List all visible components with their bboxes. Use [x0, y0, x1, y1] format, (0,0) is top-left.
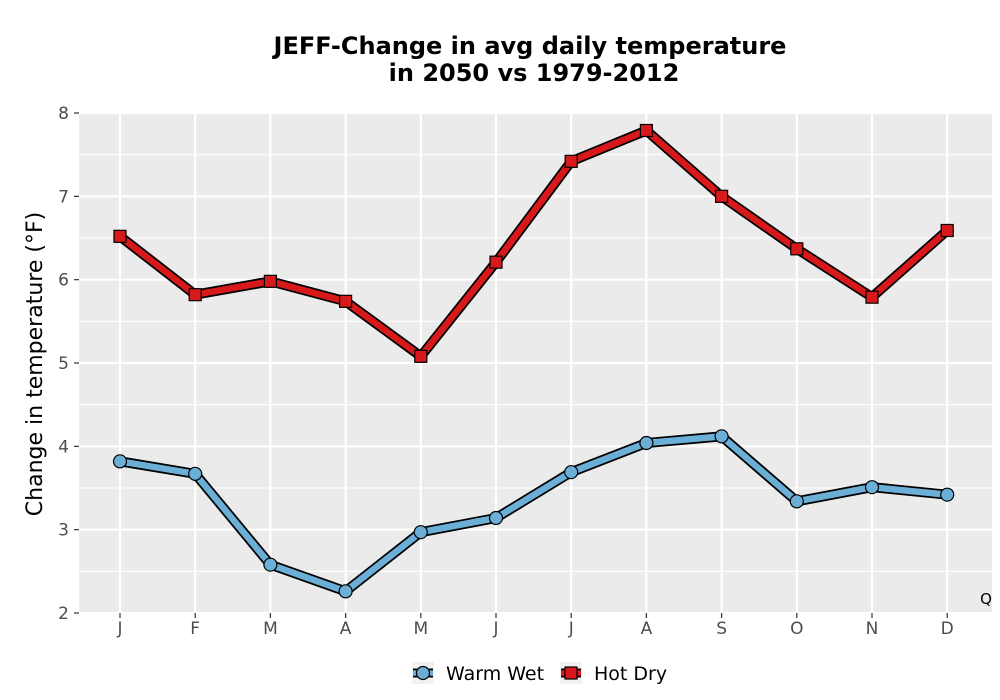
corner-note: Q — [980, 590, 992, 608]
data-point-hot-dry — [263, 274, 277, 288]
legend: Warm Wet Hot Dry — [412, 662, 667, 685]
data-point-warm-wet — [864, 480, 880, 495]
x-tick-label: D — [941, 619, 954, 639]
data-point-hot-dry — [113, 229, 127, 243]
chart-title-line1: JEFF-Change in avg daily temperature — [272, 32, 787, 60]
data-point-hot-dry — [564, 154, 578, 168]
y-tick-label: 3 — [58, 521, 69, 541]
legend-label: Warm Wet — [446, 663, 544, 685]
x-tick-label: M — [413, 619, 428, 639]
data-point-hot-dry — [339, 294, 353, 308]
y-tick-label: 2 — [58, 604, 69, 624]
y-tick-label: 7 — [58, 187, 69, 207]
data-point-hot-dry — [714, 189, 729, 203]
x-tick-label: A — [641, 619, 653, 639]
data-point-warm-wet — [263, 557, 278, 572]
x-tick-label: M — [263, 619, 278, 639]
data-point-warm-wet — [413, 525, 428, 540]
x-tick-label: J — [568, 619, 574, 639]
y-tick-label: 4 — [58, 437, 69, 457]
data-point-warm-wet — [338, 584, 353, 599]
y-tick-label: 8 — [58, 104, 69, 124]
y-tick-label: 6 — [58, 271, 69, 291]
legend-item-warm-wet: Warm Wet — [412, 662, 544, 685]
legend-marker-circle — [415, 665, 431, 681]
data-point-hot-dry — [790, 242, 804, 256]
data-point-hot-dry — [414, 349, 428, 363]
y-axis-title: Change in temperature (°F) — [23, 212, 48, 516]
x-tick-label: A — [340, 619, 352, 639]
chart-title-line2: in 2050 vs 1979-2012 — [389, 59, 680, 87]
data-point-warm-wet — [488, 510, 504, 526]
axis-layer: 2 3 4 5 6 7 8 J F M A M J J A S O N D — [58, 104, 954, 639]
series-warm-wet — [112, 429, 955, 599]
x-tick-label: J — [492, 619, 498, 639]
x-tick-label: N — [866, 619, 879, 639]
data-point-warm-wet — [789, 494, 804, 509]
series-hot-dry — [112, 123, 955, 364]
x-tick-label: O — [790, 619, 803, 639]
data-point-hot-dry — [865, 290, 879, 304]
x-tick-label: F — [190, 619, 200, 639]
series-line-hot-dry — [115, 126, 952, 361]
x-tick-label: J — [116, 619, 122, 639]
legend-label: Hot Dry — [594, 663, 667, 685]
data-point-warm-wet — [188, 466, 203, 481]
data-point-warm-wet — [112, 454, 128, 469]
legend-item-hot-dry: Hot Dry — [560, 662, 667, 685]
y-tick-label: 5 — [58, 354, 69, 374]
legend-marker-square — [564, 666, 578, 680]
data-point-warm-wet — [940, 487, 955, 502]
series-line-warm-wet — [116, 432, 951, 595]
data-point-warm-wet — [639, 435, 654, 451]
data-point-hot-dry — [188, 288, 202, 302]
data-point-hot-dry — [940, 223, 954, 238]
data-point-hot-dry — [489, 255, 503, 269]
data-point-warm-wet — [564, 465, 579, 480]
x-tick-label: S — [716, 619, 727, 639]
data-point-warm-wet — [714, 429, 729, 444]
series-layer — [112, 123, 955, 599]
data-point-hot-dry — [639, 123, 654, 138]
